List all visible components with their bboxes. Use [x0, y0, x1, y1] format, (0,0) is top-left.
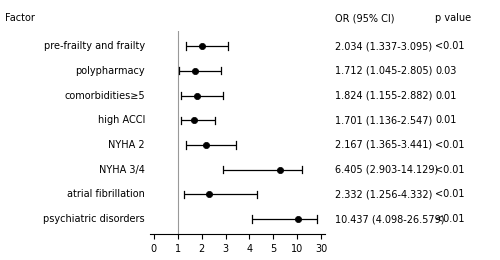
Text: high ACCI: high ACCI — [98, 115, 145, 125]
Text: 10.437 (4.098-26.579): 10.437 (4.098-26.579) — [335, 214, 444, 224]
Text: 1.712 (1.045-2.805): 1.712 (1.045-2.805) — [335, 66, 432, 76]
Text: pre-frailty and frailty: pre-frailty and frailty — [44, 41, 145, 51]
Text: <0.01: <0.01 — [435, 165, 464, 175]
Text: <0.01: <0.01 — [435, 190, 464, 199]
Text: <0.01: <0.01 — [435, 214, 464, 224]
Text: OR (95% CI): OR (95% CI) — [335, 14, 394, 23]
Text: 2.332 (1.256-4.332): 2.332 (1.256-4.332) — [335, 190, 432, 199]
Text: comorbidities≥5: comorbidities≥5 — [64, 90, 145, 101]
Text: 2.167 (1.365-3.441): 2.167 (1.365-3.441) — [335, 140, 432, 150]
Text: <0.01: <0.01 — [435, 140, 464, 150]
Text: 0.01: 0.01 — [435, 115, 456, 125]
Text: polypharmacy: polypharmacy — [76, 66, 145, 76]
Text: 0.03: 0.03 — [435, 66, 456, 76]
Text: 6.405 (2.903-14.129): 6.405 (2.903-14.129) — [335, 165, 438, 175]
Text: atrial fibrillation: atrial fibrillation — [67, 190, 145, 199]
Text: 1.701 (1.136-2.547): 1.701 (1.136-2.547) — [335, 115, 432, 125]
Text: 2.034 (1.337-3.095): 2.034 (1.337-3.095) — [335, 41, 432, 51]
Text: <0.01: <0.01 — [435, 41, 464, 51]
Text: NYHA 2: NYHA 2 — [108, 140, 145, 150]
Text: NYHA 3/4: NYHA 3/4 — [99, 165, 145, 175]
Text: 0.01: 0.01 — [435, 90, 456, 101]
Text: p value: p value — [435, 14, 471, 23]
Text: Factor: Factor — [5, 14, 35, 23]
Text: 1.824 (1.155-2.882): 1.824 (1.155-2.882) — [335, 90, 432, 101]
Text: psychiatric disorders: psychiatric disorders — [44, 214, 145, 224]
